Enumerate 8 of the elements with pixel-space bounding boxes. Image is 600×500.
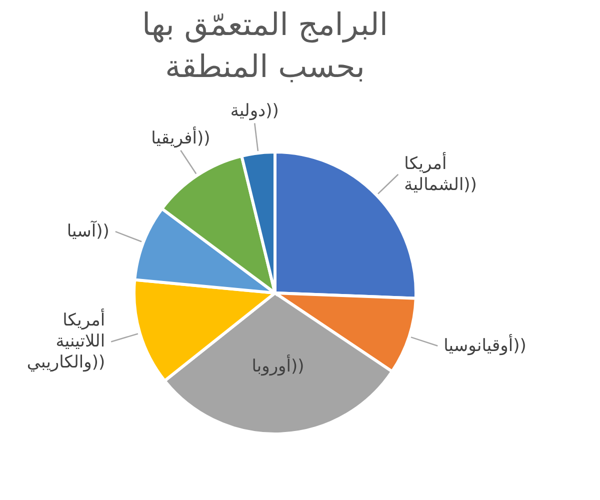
slice-label: آسيا)) [66, 220, 110, 242]
slice-label: أوروبا)) [252, 354, 304, 376]
slice-label: أفريقيا)) [151, 126, 210, 148]
slice-label: أوقيانوسيا)) [444, 334, 526, 356]
slice-label: أمريكا الشمالية)) [404, 152, 477, 195]
chart-title: البرامج المتعمّق بها بحسب المنطقة [141, 6, 389, 87]
slice-label: أمريكا اللاتينية والكاريبي)) [26, 308, 106, 373]
slice-label: دولية)) [230, 101, 279, 122]
